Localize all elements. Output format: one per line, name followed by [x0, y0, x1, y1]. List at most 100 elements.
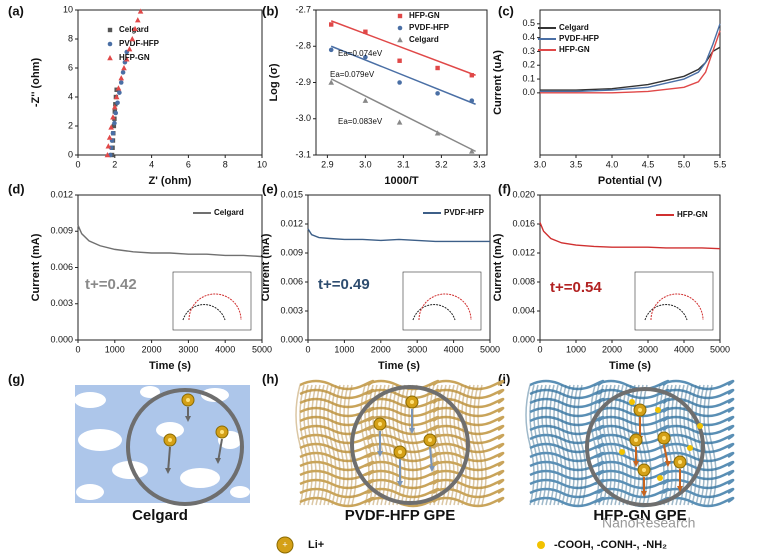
- group-dot: [687, 445, 693, 451]
- point: [104, 152, 111, 158]
- y-axis-label: Current (uA): [492, 50, 504, 115]
- arrow-head: [641, 491, 647, 497]
- arrow-head: [185, 416, 191, 422]
- y-tick-label: 0.5: [522, 18, 535, 28]
- ion-core: [634, 438, 638, 442]
- point: [434, 130, 441, 136]
- fiber: [557, 384, 567, 506]
- y-tick-label: 0.0: [522, 87, 535, 97]
- plot-frame: [77, 9, 263, 156]
- ion-core: [662, 436, 666, 440]
- group-dot: [619, 449, 625, 455]
- fiber: [327, 384, 337, 506]
- y-tick-label: 8: [68, 33, 73, 43]
- point: [120, 70, 126, 75]
- x-tick-label: 1000: [105, 344, 125, 354]
- point: [362, 97, 369, 103]
- arrow: [167, 446, 171, 473]
- ion-core: [428, 438, 432, 442]
- x-tick-label: 4000: [444, 344, 464, 354]
- fiber: [429, 388, 505, 400]
- x-tick-label: 3000: [178, 344, 198, 354]
- x-tick-label: 0: [75, 159, 80, 169]
- series-line: [77, 224, 263, 258]
- x-axis-label: Time (s): [149, 360, 191, 372]
- y-tick-label: 0.009: [280, 247, 303, 257]
- fiber: [638, 384, 648, 506]
- x-tick-label: 3000: [407, 344, 427, 354]
- y-tick-label: -3.1: [295, 149, 311, 159]
- y-tick-label: 4: [68, 91, 73, 101]
- legend-label: Celgard: [409, 35, 439, 44]
- legend-label: PVDF-HFP: [559, 34, 600, 43]
- fiber: [473, 384, 483, 506]
- fiber: [453, 384, 463, 506]
- y-tick-label: 2: [68, 120, 73, 130]
- point: [135, 17, 141, 23]
- inset-curve: [650, 293, 704, 321]
- fiber: [525, 384, 535, 506]
- panel-label: (e): [262, 181, 278, 196]
- arrow-head: [215, 458, 221, 464]
- fiber: [323, 384, 333, 506]
- x-tick-label: 4.0: [606, 159, 619, 169]
- x-tick-label: 2000: [602, 344, 622, 354]
- fiber: [469, 384, 479, 506]
- arrow-head: [377, 451, 383, 457]
- series-line: [540, 30, 721, 94]
- y-tick-label: 0.4: [522, 32, 535, 42]
- y-axis-label: Current (mA): [260, 233, 272, 301]
- legend-marker: [397, 37, 403, 43]
- pore: [74, 392, 106, 408]
- x-tick-label: 4.5: [642, 159, 655, 169]
- caption: Celgard: [132, 507, 188, 524]
- pore: [201, 388, 229, 402]
- pore: [230, 486, 250, 498]
- group-dot: [657, 475, 663, 481]
- x-axis-label: Time (s): [609, 360, 651, 372]
- x-tick-label: 3.1: [397, 159, 410, 169]
- x-tick-label: 2.9: [321, 159, 334, 169]
- fiber: [659, 442, 735, 454]
- point: [435, 91, 440, 96]
- panel-label: (c): [498, 3, 514, 18]
- series-line: [539, 222, 721, 250]
- panel-label: (h): [262, 371, 279, 386]
- x-tick-label: 2000: [371, 344, 391, 354]
- fiber: [707, 384, 717, 506]
- point: [112, 104, 118, 110]
- point: [113, 94, 120, 100]
- point: [397, 58, 402, 63]
- point: [126, 46, 133, 52]
- point: [121, 65, 127, 71]
- x-tick-label: 8: [223, 159, 228, 169]
- x-tick-label: 3000: [638, 344, 658, 354]
- point: [363, 54, 368, 60]
- y-axis-label: Current (mA): [30, 233, 42, 301]
- fiber: [429, 496, 505, 508]
- point: [118, 75, 125, 81]
- x-tick-label: 0: [305, 344, 310, 354]
- ion-core: [410, 400, 414, 404]
- point: [469, 73, 474, 78]
- series-line: [540, 23, 721, 93]
- legend-label: PVDF-HFP: [444, 208, 485, 217]
- focus-ring: [350, 385, 470, 505]
- arrow-head: [165, 468, 171, 474]
- fiber: [687, 384, 697, 506]
- y-tick-label: -2.7: [295, 4, 311, 14]
- pore: [140, 386, 160, 398]
- y-tick-label: 0.003: [280, 305, 303, 315]
- point: [129, 36, 136, 42]
- y-tick-label: 0.012: [50, 189, 73, 199]
- plot-frame: [539, 194, 721, 341]
- arrow-head: [677, 486, 683, 492]
- x-tick-label: 5000: [252, 344, 272, 354]
- point: [106, 134, 113, 140]
- caption: HFP-GN GPE: [593, 507, 686, 524]
- point: [105, 143, 112, 149]
- point: [363, 29, 368, 34]
- point: [118, 80, 124, 85]
- fit-line: [330, 20, 476, 76]
- x-axis-label: Z' (ohm): [149, 175, 192, 187]
